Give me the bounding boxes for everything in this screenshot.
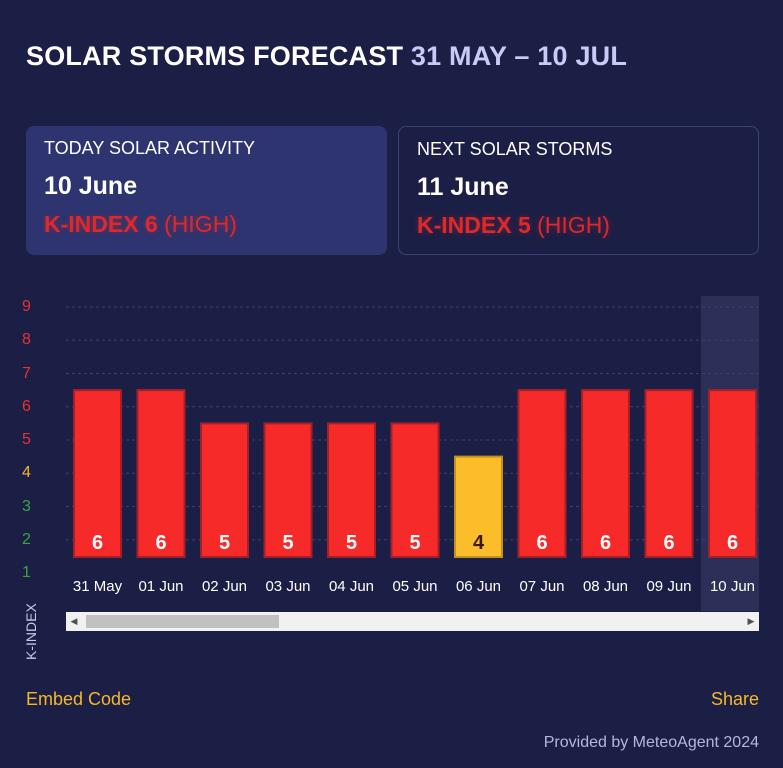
today-kindex: K-INDEX 6 (HIGH) — [44, 211, 369, 238]
bar — [390, 422, 440, 558]
bar — [644, 389, 694, 558]
y-tick-label: 2 — [22, 530, 31, 548]
bar-value-label: 5 — [346, 532, 357, 554]
kindex-bar-chart: 6 31 May 6 01 Jun 5 02 Jun 5 03 Jun 5 04 Jun 5 05 J… — [66, 296, 759, 611]
bar-value-label: 6 — [727, 532, 738, 554]
scroll-left-arrow-icon[interactable]: ◀ — [70, 616, 78, 626]
title-date-range: 31 MAY – 10 JUL — [410, 41, 628, 71]
bar — [263, 422, 313, 558]
bar-value-label: 5 — [282, 532, 293, 554]
x-tick-label: 03 Jun — [265, 578, 310, 595]
bar-value-label: 4 — [473, 532, 485, 554]
today-kindex-level: (HIGH) — [164, 211, 237, 237]
today-activity-card: TODAY SOLAR ACTIVITY 10 June K-INDEX 6 (… — [26, 126, 387, 255]
today-activity-date: 10 June — [44, 172, 138, 200]
next-kindex-value: K-INDEX 5 — [417, 212, 531, 238]
y-tick-label: 1 — [22, 564, 31, 581]
next-kindex: K-INDEX 5 (HIGH) — [417, 212, 740, 239]
bar-value-label: 6 — [92, 532, 103, 554]
x-tick-label: 31 May — [73, 578, 123, 595]
y-tick-label: 6 — [22, 397, 31, 415]
bar — [517, 389, 567, 558]
bar-value-label: 6 — [155, 532, 166, 554]
bar — [708, 389, 757, 558]
x-tick-label: 09 Jun — [646, 578, 691, 595]
x-tick-label: 02 Jun — [202, 578, 247, 595]
y-axis-label: K-INDEX — [23, 603, 39, 660]
bar — [200, 422, 249, 558]
bar-value-label: 6 — [663, 532, 674, 554]
x-tick-label: 08 Jun — [583, 578, 628, 595]
x-tick-label: 10 Jun — [710, 578, 755, 595]
chart-horizontal-scrollbar[interactable]: ◀ ▶ — [66, 612, 759, 631]
bar — [73, 389, 122, 558]
next-storms-label: NEXT SOLAR STORMS — [417, 139, 613, 159]
page-title: SOLAR STORMS FORECAST 31 MAY – 10 JUL — [26, 41, 627, 72]
y-tick-label: 8 — [22, 331, 31, 349]
scrollbar-thumb[interactable] — [86, 615, 279, 628]
next-storms-card: NEXT SOLAR STORMS 11 June K-INDEX 5 (HIG… — [398, 126, 759, 255]
today-activity-label: TODAY SOLAR ACTIVITY — [44, 138, 256, 158]
chart-plot-area[interactable]: 6 31 May 6 01 Jun 5 02 Jun 5 03 Jun 5 04 Jun 5 05 J… — [66, 296, 759, 611]
bar-value-label: 6 — [600, 532, 611, 554]
title-text: SOLAR STORMS FORECAST — [26, 41, 404, 71]
y-tick-label: 4 — [22, 464, 31, 482]
bar — [327, 422, 376, 558]
y-tick-label: 5 — [22, 431, 31, 448]
share-link[interactable]: Share — [710, 689, 759, 709]
next-kindex-level: (HIGH) — [537, 212, 610, 238]
bar — [136, 389, 186, 558]
bar-value-label: 5 — [409, 532, 420, 554]
bar-value-label: 5 — [219, 532, 230, 554]
x-tick-label: 05 Jun — [392, 578, 437, 595]
x-tick-label: 07 Jun — [519, 578, 564, 595]
next-storms-date: 11 June — [417, 173, 509, 201]
y-tick-label: 9 — [22, 298, 31, 315]
bar — [581, 389, 630, 558]
bar-value-label: 6 — [536, 532, 547, 554]
provider-credit: Provided by MeteoAgent 2024 — [543, 734, 759, 751]
y-tick-label: 3 — [22, 497, 31, 515]
scroll-right-arrow-icon[interactable]: ▶ — [747, 616, 755, 626]
y-tick-label: 7 — [22, 364, 31, 382]
x-tick-label: 06 Jun — [456, 578, 501, 595]
x-tick-label: 04 Jun — [329, 578, 374, 595]
bar — [454, 455, 503, 558]
embed-code-link[interactable]: Embed Code — [26, 689, 132, 709]
x-tick-label: 01 Jun — [138, 578, 183, 595]
today-kindex-value: K-INDEX 6 — [44, 211, 158, 237]
